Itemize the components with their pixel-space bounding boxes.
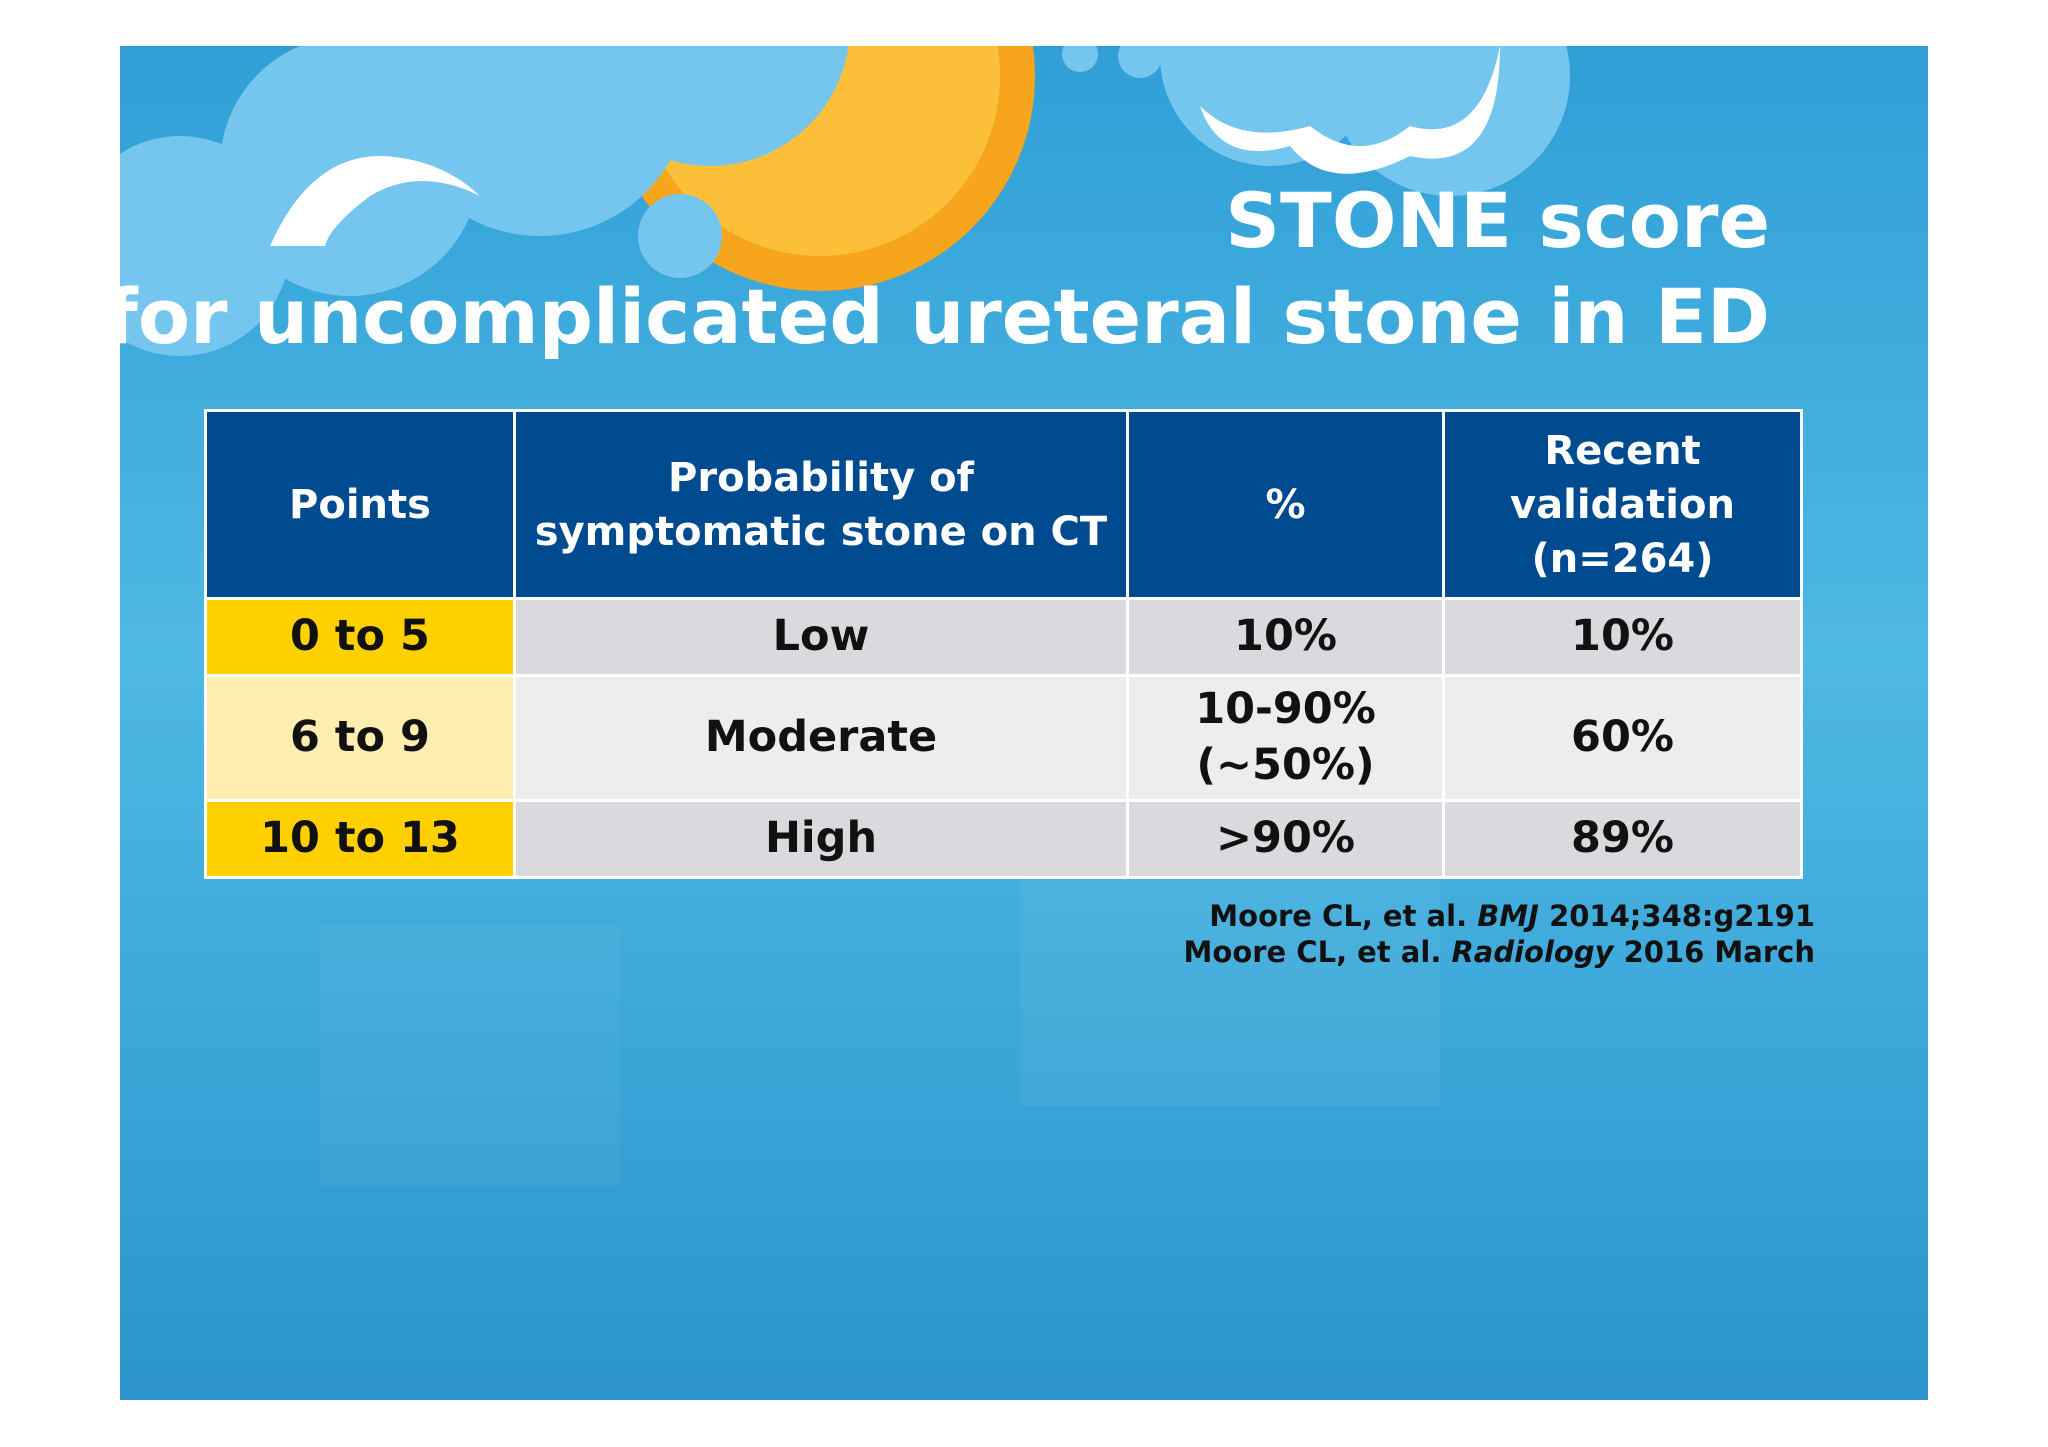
table-body: 0 to 5 Low 10% 10% 6 to 9 Moderate 10-90% (~50%…	[204, 597, 1803, 879]
cell-line: Moderate	[704, 712, 938, 763]
cell-line: 60%	[1571, 712, 1674, 763]
table-cell: 0 to 5	[204, 597, 516, 677]
table-cell: Low	[513, 597, 1129, 677]
cell-line: 10 to 13	[260, 813, 460, 864]
reference: Moore CL, et al. BMJ 2014;348:g2191	[1184, 898, 1815, 934]
cell-line: Probability of	[668, 454, 974, 501]
cell-line: 10%	[1571, 611, 1674, 662]
header-cell: Recent validation (n=264)	[1442, 409, 1803, 600]
cell-line: Points	[289, 481, 431, 528]
header-cell: %	[1126, 409, 1445, 600]
header-cell: Points	[204, 409, 516, 600]
cell-line: (~50%)	[1196, 740, 1375, 790]
header-row: Points Probability of symptomatic stone on…	[204, 409, 1803, 600]
table-cell: 89%	[1442, 799, 1803, 879]
cell-line: 89%	[1571, 813, 1674, 864]
ref-author: Moore CL, et al.	[1183, 935, 1442, 969]
table-row: 10 to 13 High >90% 89%	[204, 799, 1803, 879]
cell-line: Low	[772, 611, 870, 662]
table-cell: 10%	[1442, 597, 1803, 677]
cell-line: Recent	[1544, 427, 1701, 474]
header-cell: Probability of symptomatic stone on CT	[513, 409, 1129, 600]
score-table: Points Probability of symptomatic stone on…	[204, 409, 1803, 879]
ref-detail: 2016 March	[1623, 935, 1815, 969]
table-row: 6 to 9 Moderate 10-90% (~50%) 60%	[204, 674, 1803, 802]
table-cell: High	[513, 799, 1129, 879]
ref-journal: Radiology	[1451, 935, 1614, 969]
cell-line: (n=264)	[1531, 535, 1714, 582]
slide-title: STONE score	[1225, 176, 1770, 265]
table-cell: 60%	[1442, 674, 1803, 802]
ref-journal: BMJ	[1477, 899, 1539, 933]
table-cell: 6 to 9	[204, 674, 516, 802]
cell-line: symptomatic stone on CT	[534, 508, 1108, 555]
table-cell: >90%	[1126, 799, 1445, 879]
ref-author: Moore CL, et al.	[1209, 899, 1468, 933]
cell-line: validation	[1510, 481, 1735, 528]
slide-subtitle: for uncomplicated ureteral stone in ED	[120, 272, 1770, 361]
cell-line: 6 to 9	[290, 712, 430, 763]
cell-line: 10-90%	[1195, 684, 1376, 735]
table-cell: 10-90% (~50%)	[1126, 674, 1445, 802]
reference: Moore CL, et al. Radiology 2016 March	[1184, 934, 1815, 970]
table-row: 0 to 5 Low 10% 10%	[204, 597, 1803, 677]
references: Moore CL, et al. BMJ 2014;348:g2191 Moore…	[1184, 898, 1815, 970]
table-cell: 10 to 13	[204, 799, 516, 879]
table-cell: 10%	[1126, 597, 1445, 677]
ref-detail: 2014;348:g2191	[1549, 899, 1815, 933]
cell-line: High	[764, 813, 878, 864]
slide: STONE score for uncomplicated ureteral s…	[120, 46, 1928, 1400]
cell-line: 0 to 5	[290, 611, 430, 662]
cell-line: 10%	[1234, 611, 1337, 662]
table-cell: Moderate	[513, 674, 1129, 802]
cell-line: %	[1265, 481, 1306, 528]
cell-line: >90%	[1216, 813, 1355, 864]
